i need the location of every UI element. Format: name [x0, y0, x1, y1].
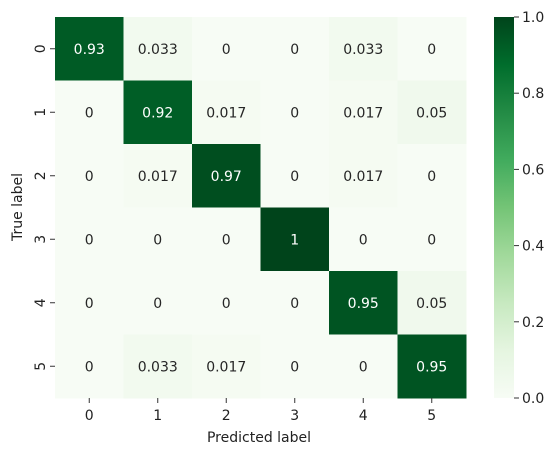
heatmap-cell-1-3 — [260, 80, 330, 145]
cell-label-5-3: 0 — [290, 359, 299, 375]
heatmap-cell-4-4 — [329, 271, 398, 335]
heatmap-cell-3-5 — [397, 207, 467, 272]
colorbar-tick-label: 0.0 — [522, 391, 544, 407]
cell-label-1-5: 0.05 — [416, 105, 447, 121]
cell-label-4-4: 0.95 — [348, 296, 379, 312]
y-tick-label: 0 — [33, 44, 49, 53]
cell-label-5-5: 0.95 — [416, 359, 447, 375]
heatmap-cell-1-0 — [55, 80, 124, 145]
y-tick-label: 1 — [33, 108, 49, 117]
colorbar-tick-label: 0.8 — [522, 86, 544, 102]
cell-label-2-0: 0 — [85, 169, 94, 185]
heatmap-cell-5-1 — [123, 334, 193, 399]
x-tick-label: 4 — [359, 408, 368, 424]
heatmap-cell-2-3 — [260, 144, 330, 208]
cell-label-2-5: 0 — [427, 169, 436, 185]
heatmap-cell-3-4 — [329, 207, 398, 272]
y-axis-label: True label — [10, 173, 26, 242]
heatmap-cell-4-3 — [260, 271, 330, 335]
heatmap-cell-2-2 — [192, 144, 261, 208]
y-tick-label: 3 — [33, 235, 49, 244]
x-tick-label: 3 — [290, 408, 299, 424]
cell-label-2-4: 0.017 — [343, 169, 383, 185]
heatmap-cell-3-3 — [260, 207, 330, 272]
heatmap-cell-2-4 — [329, 144, 398, 208]
cell-label-3-4: 0 — [359, 232, 368, 248]
y-axis-ticks: 0 1 2 3 4 5 — [33, 44, 55, 371]
heatmap-cell-0-4 — [329, 17, 398, 81]
cell-label-1-1: 0.92 — [142, 105, 173, 121]
heatmap-cell-5-3 — [260, 334, 330, 399]
heatmap-cells: 0.93 0.033 0 0 0.033 0 0 0.92 0.017 0 0.017 0.05 0 0.… — [55, 17, 467, 399]
heatmap-cell-3-0 — [55, 207, 124, 272]
cell-label-4-5: 0.05 — [416, 296, 447, 312]
cell-label-4-3: 0 — [290, 296, 299, 312]
x-axis-label: Predicted label — [207, 430, 311, 446]
heatmap-cell-1-2 — [192, 80, 261, 145]
heatmap-cell-2-5 — [397, 144, 467, 208]
heatmap-cell-5-0 — [55, 334, 124, 399]
cell-label-5-1: 0.033 — [138, 359, 178, 375]
cell-label-0-5: 0 — [427, 42, 436, 58]
cell-label-0-0: 0.93 — [74, 42, 105, 58]
cell-label-0-3: 0 — [290, 42, 299, 58]
heatmap-cell-1-4 — [329, 80, 398, 145]
heatmap-cell-4-0 — [55, 271, 124, 335]
cell-label-3-1: 0 — [153, 232, 162, 248]
heatmap-cell-4-1 — [123, 271, 193, 335]
heatmap-cell-5-5 — [397, 334, 467, 399]
cell-label-1-0: 0 — [85, 105, 94, 121]
heatmap-cell-3-2 — [192, 207, 261, 272]
cell-label-0-1: 0.033 — [138, 42, 178, 58]
x-tick-label: 0 — [85, 408, 94, 424]
cell-label-3-3: 1 — [290, 232, 299, 248]
colorbar — [494, 17, 514, 398]
cell-label-5-0: 0 — [85, 359, 94, 375]
cell-label-2-1: 0.017 — [138, 169, 178, 185]
cell-label-5-2: 0.017 — [206, 359, 246, 375]
colorbar-ticks: 0.0 0.2 0.4 0.6 0.8 1.0 — [514, 10, 544, 407]
cell-label-3-2: 0 — [222, 232, 231, 248]
heatmap-cell-5-4 — [329, 334, 398, 399]
colorbar-tick-label: 0.4 — [522, 239, 544, 255]
heatmap-cell-4-2 — [192, 271, 261, 335]
x-tick-label: 1 — [153, 408, 162, 424]
cell-label-4-1: 0 — [153, 296, 162, 312]
heatmap-cell-3-1 — [123, 207, 193, 272]
cell-label-3-5: 0 — [427, 232, 436, 248]
cell-label-2-3: 0 — [290, 169, 299, 185]
cell-label-5-4: 0 — [359, 359, 368, 375]
heatmap-cell-0-5 — [397, 17, 467, 81]
heatmap-cell-4-5 — [397, 271, 467, 335]
x-tick-label: 5 — [427, 408, 436, 424]
colorbar-tick-label: 0.6 — [522, 162, 544, 178]
heatmap-cell-1-1 — [123, 80, 193, 145]
y-tick-label: 4 — [33, 298, 49, 307]
cell-label-4-2: 0 — [222, 296, 231, 312]
cell-label-1-3: 0 — [290, 105, 299, 121]
heatmap-cell-5-2 — [192, 334, 261, 399]
cell-label-2-2: 0.97 — [211, 169, 242, 185]
cell-label-0-2: 0 — [222, 42, 231, 58]
colorbar-tick-label: 1.0 — [522, 10, 544, 26]
heatmap-cell-0-1 — [123, 17, 193, 81]
y-tick-label: 5 — [33, 362, 49, 371]
x-axis-ticks: 0 1 2 3 4 5 — [85, 398, 436, 424]
x-tick-label: 2 — [222, 408, 231, 424]
cell-label-1-4: 0.017 — [343, 105, 383, 121]
colorbar-tick-label: 0.2 — [522, 315, 544, 331]
y-tick-label: 2 — [33, 171, 49, 180]
cell-label-3-0: 0 — [85, 232, 94, 248]
heatmap-cell-1-5 — [397, 80, 467, 145]
cell-label-4-0: 0 — [85, 296, 94, 312]
heatmap-cell-0-0 — [55, 17, 124, 81]
heatmap-cell-2-1 — [123, 144, 193, 208]
cell-label-1-2: 0.017 — [206, 105, 246, 121]
heatmap-cell-0-2 — [192, 17, 261, 81]
cell-label-0-4: 0.033 — [343, 42, 383, 58]
heatmap-cell-2-0 — [55, 144, 124, 208]
heatmap-cell-0-3 — [260, 17, 330, 81]
